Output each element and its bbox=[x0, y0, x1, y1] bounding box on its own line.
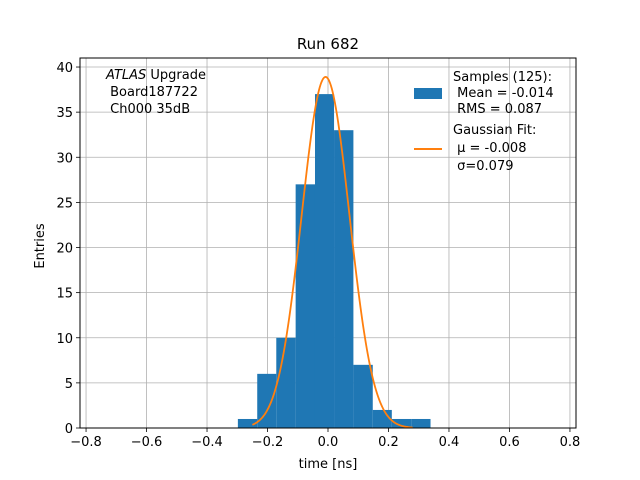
x-tick-label: 0.0 bbox=[318, 435, 339, 450]
y-tick-label: 30 bbox=[56, 151, 73, 166]
x-tick-label: −0.6 bbox=[131, 435, 163, 450]
histogram-bars bbox=[237, 94, 431, 428]
legend-samples-line-2: Mean = -0.014 bbox=[453, 86, 554, 101]
legend-fit-line-2: μ = -0.008 bbox=[453, 141, 526, 156]
y-tick-label: 20 bbox=[56, 242, 73, 257]
axis-ticks: −0.8 −0.6 −0.4 −0.2 0.0 0.2 0.4 0.6 0.8 0 5 10 15 20 2… bbox=[56, 61, 580, 450]
legend-swatch-samples bbox=[414, 88, 442, 99]
histogram-bar bbox=[391, 418, 412, 428]
x-tick-label: −0.2 bbox=[252, 435, 284, 450]
annotation-atlas: ATLAS bbox=[105, 68, 146, 83]
annotation-line-3: Ch000 35dB bbox=[106, 102, 190, 117]
y-tick-label: 35 bbox=[56, 106, 73, 121]
y-tick-label: 10 bbox=[56, 332, 73, 347]
chart-title: Run 682 bbox=[297, 35, 359, 53]
gaussian-fit-curve bbox=[252, 76, 413, 429]
histogram-bar bbox=[353, 364, 373, 428]
histogram-bar bbox=[334, 130, 354, 428]
y-tick-label: 25 bbox=[56, 196, 73, 211]
gaussian-fit-layer bbox=[252, 76, 413, 429]
y-tick-label: 5 bbox=[65, 377, 73, 392]
histogram-bar bbox=[257, 373, 277, 428]
histogram-bar bbox=[295, 184, 315, 428]
histogram-bar bbox=[237, 418, 258, 428]
y-tick-label: 0 bbox=[65, 422, 73, 437]
annotation-line-1: ATLAS Upgrade bbox=[105, 68, 206, 83]
legend-samples-line-3: RMS = 0.087 bbox=[453, 102, 542, 117]
y-tick-label: 15 bbox=[56, 287, 73, 302]
x-tick-label: −0.4 bbox=[191, 435, 223, 450]
histogram-bar bbox=[276, 337, 296, 428]
legend-fit-line-3: σ=0.079 bbox=[453, 159, 513, 174]
x-axis-label: time [ns] bbox=[299, 457, 358, 472]
legend: Samples (125): Mean = -0.014 RMS = 0.087… bbox=[414, 70, 554, 174]
x-tick-label: 0.6 bbox=[499, 435, 520, 450]
atlas-annotation: ATLAS Upgrade Board187722 Ch000 35dB bbox=[105, 68, 206, 117]
legend-samples-line-1: Samples (125): bbox=[453, 70, 552, 85]
histogram-bar bbox=[411, 418, 431, 428]
annotation-upgrade: Upgrade bbox=[146, 68, 206, 83]
x-tick-label: 0.4 bbox=[439, 435, 460, 450]
annotation-line-2: Board187722 bbox=[106, 85, 198, 100]
legend-fit-line-1: Gaussian Fit: bbox=[453, 123, 536, 138]
x-tick-label: −0.8 bbox=[70, 435, 102, 450]
histogram-bar bbox=[314, 94, 335, 428]
histogram-bar bbox=[372, 409, 392, 428]
y-axis-label: Entries bbox=[33, 223, 48, 269]
y-tick-label: 40 bbox=[56, 61, 73, 76]
x-tick-label: 0.2 bbox=[378, 435, 399, 450]
x-tick-label: 0.8 bbox=[560, 435, 581, 450]
